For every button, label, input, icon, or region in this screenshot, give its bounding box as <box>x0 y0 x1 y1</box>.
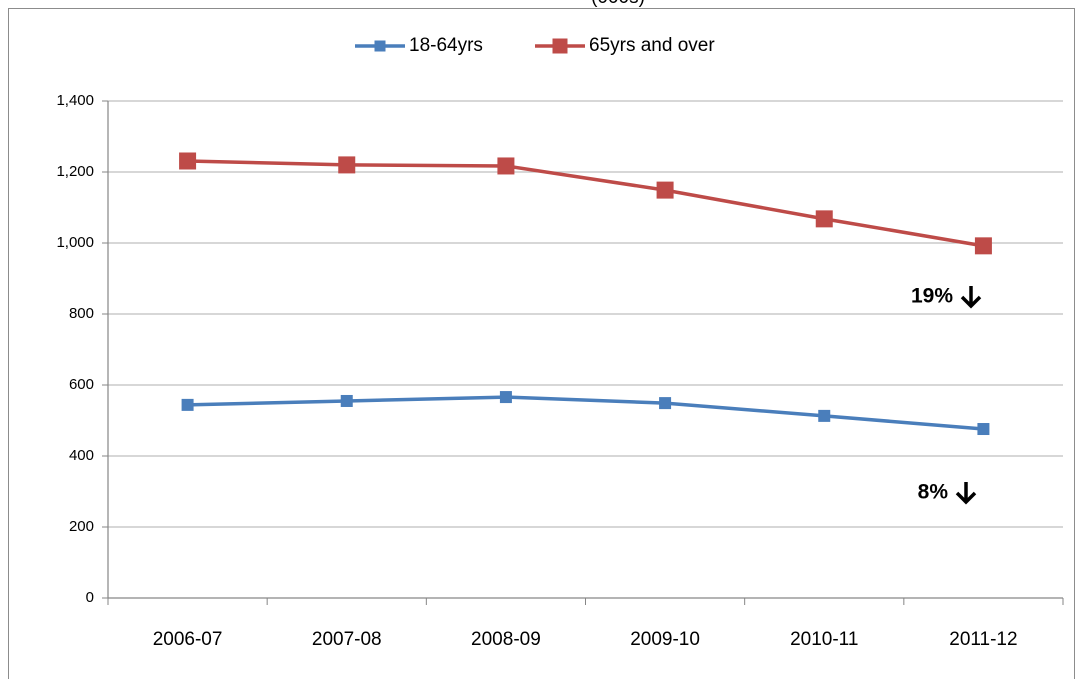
annotation-arrow <box>960 286 982 309</box>
series-line <box>187 159 984 248</box>
plot: 0 200 400 600 800 1,000 1,200 1,400 2006-07 2007-… <box>56 35 1064 650</box>
marker <box>179 152 197 170</box>
y-tick-label: 200 <box>69 518 94 535</box>
series-line <box>187 395 984 431</box>
marker <box>818 409 831 422</box>
chart-subtitle: (000s) <box>591 0 645 8</box>
annotation: 19% <box>911 285 953 308</box>
legend-marker <box>374 40 386 52</box>
marker <box>656 181 674 199</box>
chart-frame <box>8 8 1075 679</box>
x-tick-label: 2008-09 <box>471 629 541 650</box>
x-tick-label: 2009-10 <box>630 629 700 650</box>
legend-marker <box>552 38 568 54</box>
marker <box>181 398 194 411</box>
y-tick-label: 1,200 <box>56 163 94 180</box>
annotation-arrow <box>955 482 977 505</box>
legend-label: 18-64yrs <box>409 35 483 56</box>
y-tick-label: 600 <box>69 376 94 393</box>
marker <box>340 394 353 407</box>
y-tick-label: 1,000 <box>56 234 94 251</box>
y-tick-label: 800 <box>69 305 94 322</box>
marker <box>499 391 512 404</box>
x-tick-label: 2010-11 <box>790 629 858 650</box>
marker <box>497 157 515 175</box>
legend-label: 65yrs and over <box>589 35 715 56</box>
marker <box>815 210 833 228</box>
marker <box>977 423 990 436</box>
marker <box>338 156 356 174</box>
y-tick-label: 400 <box>69 447 94 464</box>
x-tick-label: 2006-07 <box>153 629 223 650</box>
annotation: 8% <box>918 481 949 504</box>
x-tick-label: 2011-12 <box>949 629 1017 650</box>
marker <box>659 397 672 410</box>
x-tick-label: 2007-08 <box>312 629 382 650</box>
y-tick-label: 0 <box>86 589 94 606</box>
y-tick-label: 1,400 <box>56 92 94 109</box>
marker <box>974 237 992 255</box>
